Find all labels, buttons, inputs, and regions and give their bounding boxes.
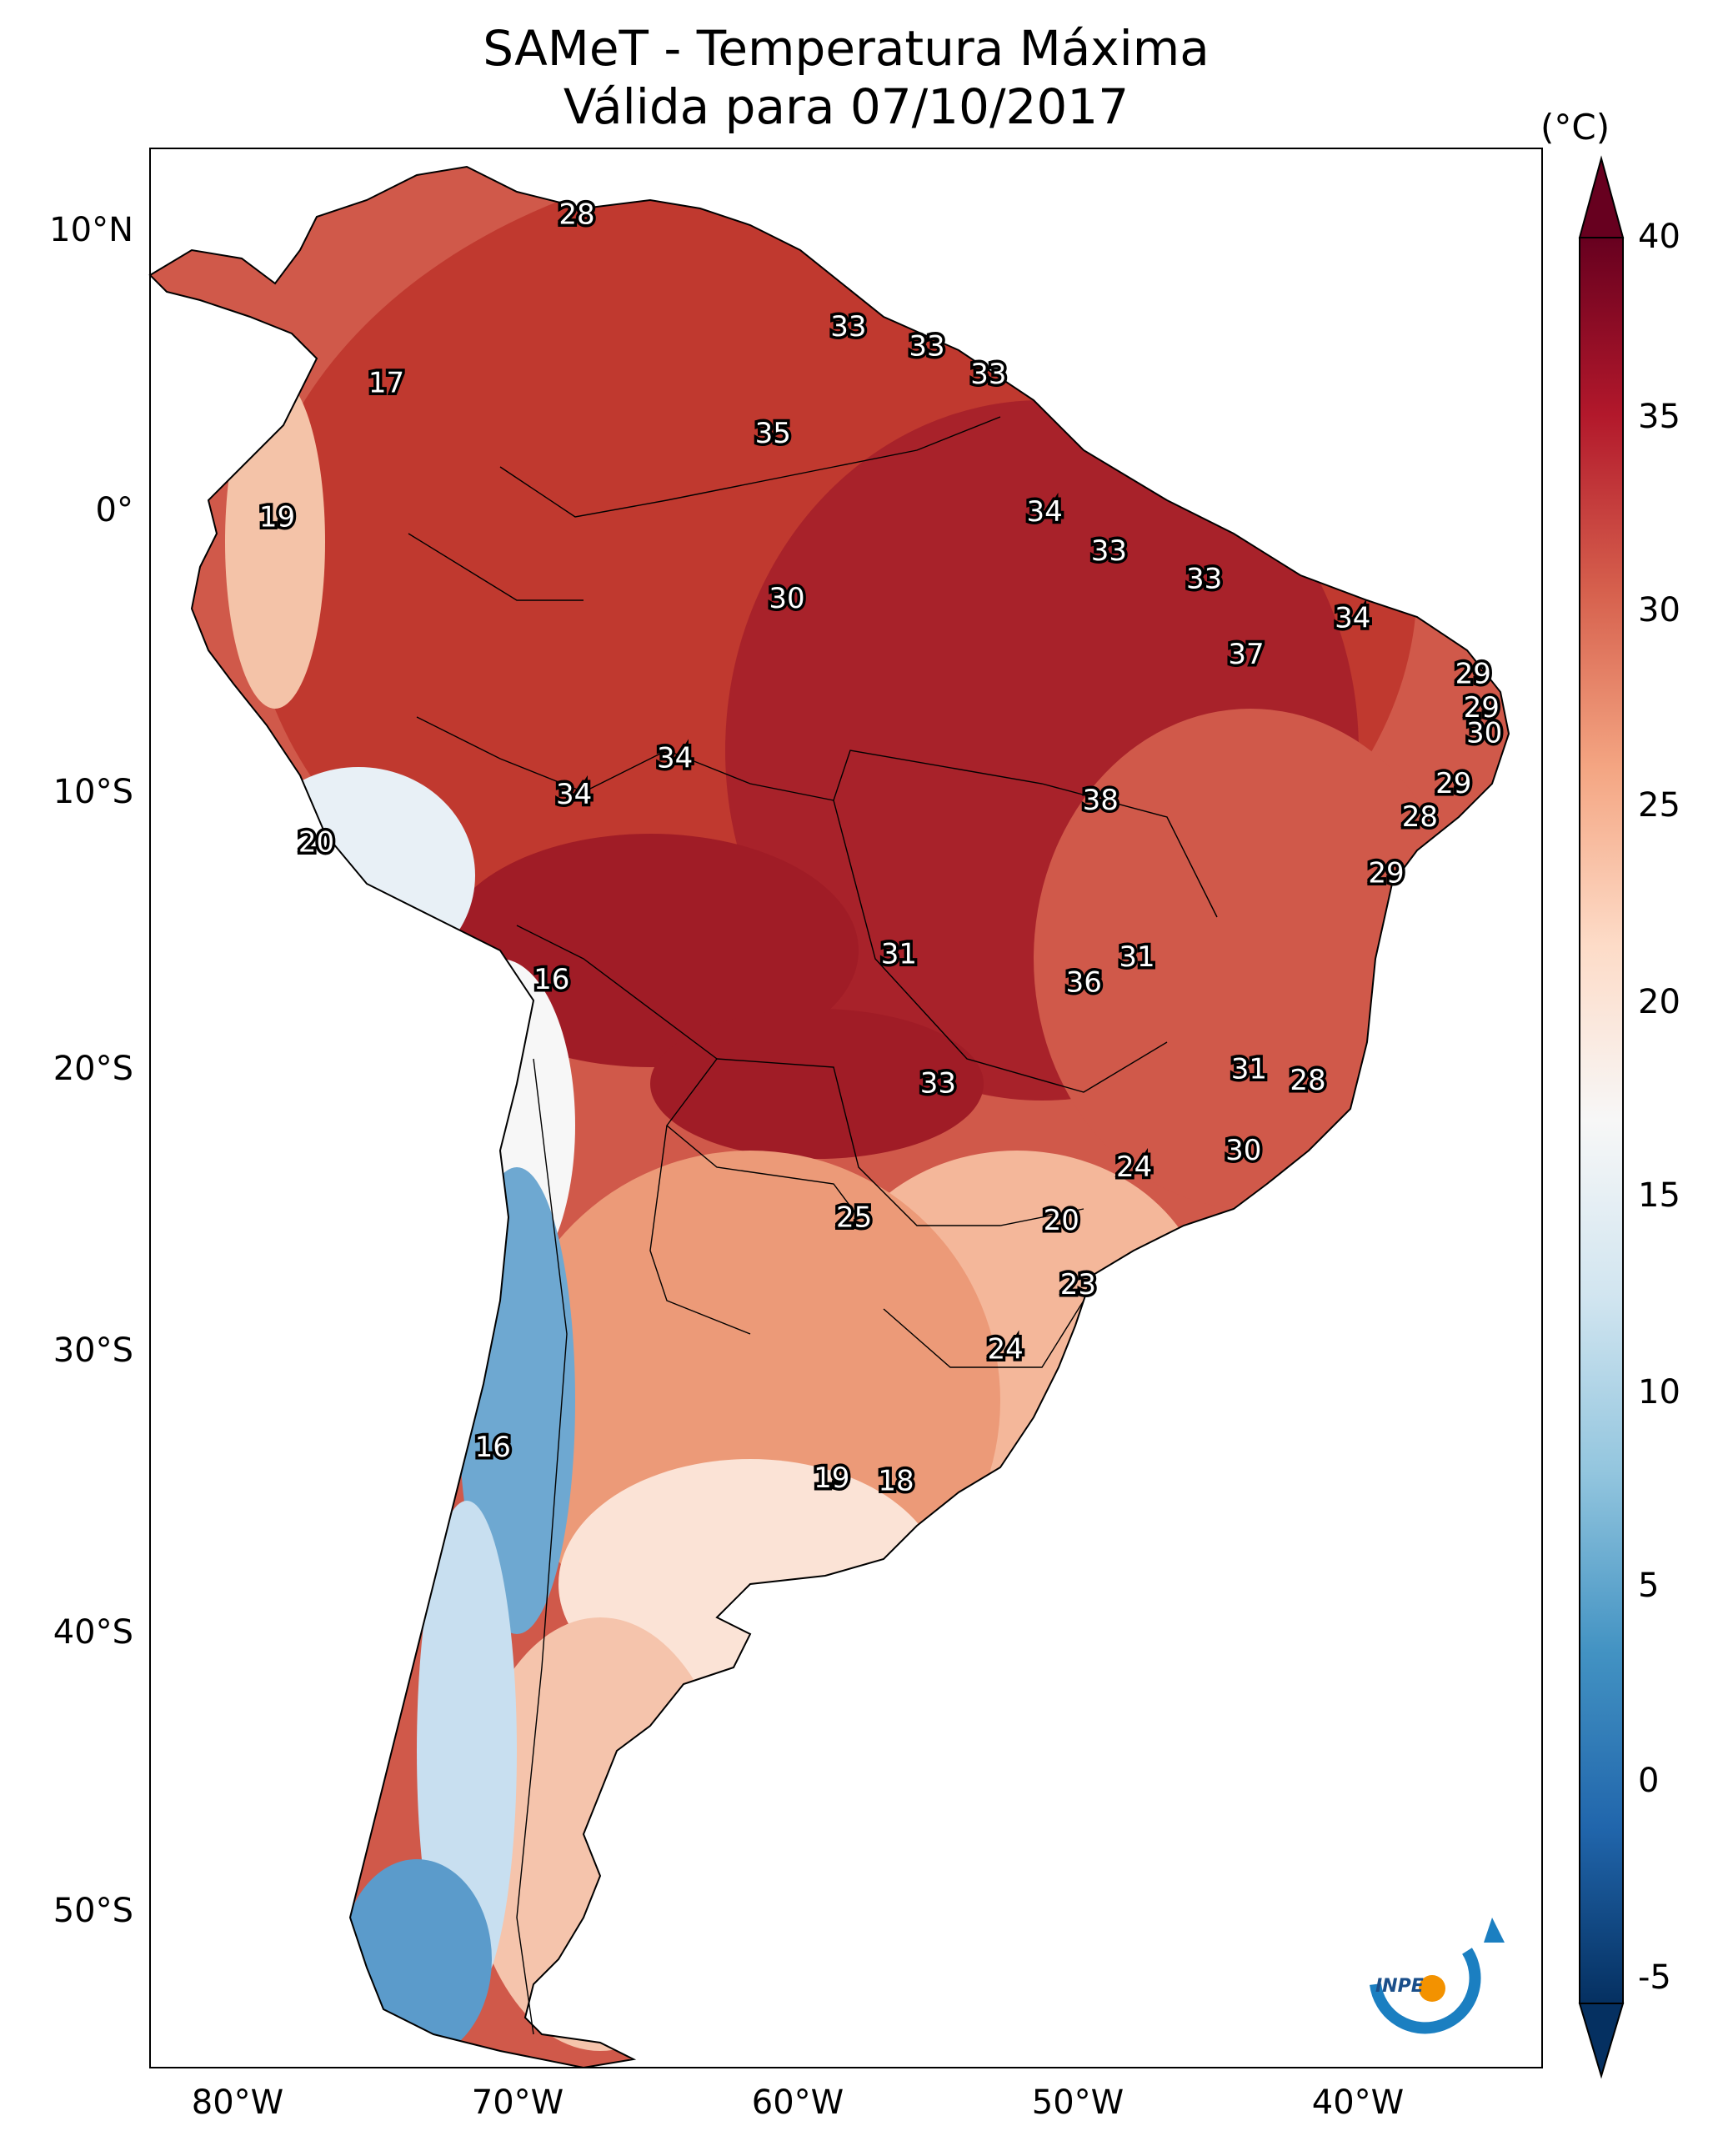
temperature-label: 33 [1091,534,1127,568]
temperature-label: 37 [1228,638,1264,671]
temperature-label: 20 [1044,1204,1079,1237]
temperature-label: 28 [1290,1064,1325,1097]
temperature-label: 29 [1368,856,1404,890]
lat-tick-10s: 10°S [53,773,133,811]
lat-tick-30s: 30°S [53,1331,133,1370]
lat-tick-0: 0° [95,491,133,529]
temperature-label: 29 [1455,658,1491,691]
temperature-label: 24 [987,1333,1023,1366]
colorbar-tick-5: 5 [1638,1567,1660,1605]
colorbar-tick-40: 40 [1638,218,1680,256]
temperature-label: 33 [909,330,944,364]
lat-tick-20s: 20°S [53,1050,133,1088]
colorbar-tick-minus5: -5 [1638,1958,1671,1997]
temperature-label: 33 [830,310,866,343]
lat-tick-40s: 40°S [53,1613,133,1652]
temperature-label: 19 [814,1462,849,1495]
colorbar-unit: (°C) [1540,107,1610,148]
lat-tick-50s: 50°S [53,1892,133,1930]
temperature-label: 33 [970,358,1006,391]
temperature-label: 33 [1186,563,1222,596]
temperature-label: 34 [556,778,592,811]
temperature-label: 18 [878,1464,914,1497]
lon-tick-80w: 80°W [191,2083,284,2122]
temperature-label: 35 [755,417,791,450]
colorbar-tick-20: 20 [1638,983,1680,1021]
lon-tick-40w: 40°W [1311,2083,1405,2122]
temperature-label: 38 [1083,784,1119,817]
colorbar-tick-25: 25 [1638,786,1680,825]
lon-tick-70w: 70°W [471,2083,564,2122]
temperature-label: 30 [1466,716,1502,750]
temperature-label: 24 [1116,1151,1152,1184]
temperature-label: 17 [368,366,404,399]
colorbar-tick-15: 15 [1638,1176,1680,1215]
colorbar [1578,155,1625,2079]
temperature-label: 33 [920,1066,956,1100]
lon-tick-60w: 60°W [751,2083,844,2122]
temperature-label: 20 [298,825,334,859]
temperature-label: 34 [657,742,693,775]
inpe-logo-text: INPE [1375,1976,1424,1997]
temperature-label: 34 [1026,495,1062,529]
temperature-label: 16 [533,963,569,996]
temperature-label: 16 [475,1431,511,1464]
temperature-label: 31 [1119,940,1155,974]
temperature-label: 19 [259,501,295,534]
colorbar-tick-10: 10 [1638,1373,1680,1411]
map-title: SAMeT - Temperatura Máxima [483,20,1210,77]
temperature-label: 23 [1060,1268,1096,1301]
temperature-label: 30 [1225,1134,1261,1167]
lon-tick-50w: 50°W [1031,2083,1124,2122]
temperature-label: 34 [1335,602,1370,635]
country-borders [408,416,1218,2035]
temperature-label: 36 [1066,965,1102,999]
temperature-label: 29 [1464,691,1500,725]
colorbar-tick-35: 35 [1638,398,1680,436]
temperature-label: 28 [558,198,594,232]
lat-tick-10n: 10°N [49,211,133,249]
temperature-label: 29 [1435,767,1471,800]
temperature-label: 30 [769,582,804,615]
temperature-label: 25 [836,1201,872,1235]
map-subtitle: Válida para 07/10/2017 [563,78,1129,135]
temperature-label: 31 [1231,1053,1267,1086]
temperature-label: 28 [1402,800,1438,834]
colorbar-tick-30: 30 [1638,591,1680,629]
inpe-logo [1370,1918,1505,2034]
temperature-label: 31 [881,938,917,971]
colorbar-tick-0: 0 [1638,1762,1660,1800]
